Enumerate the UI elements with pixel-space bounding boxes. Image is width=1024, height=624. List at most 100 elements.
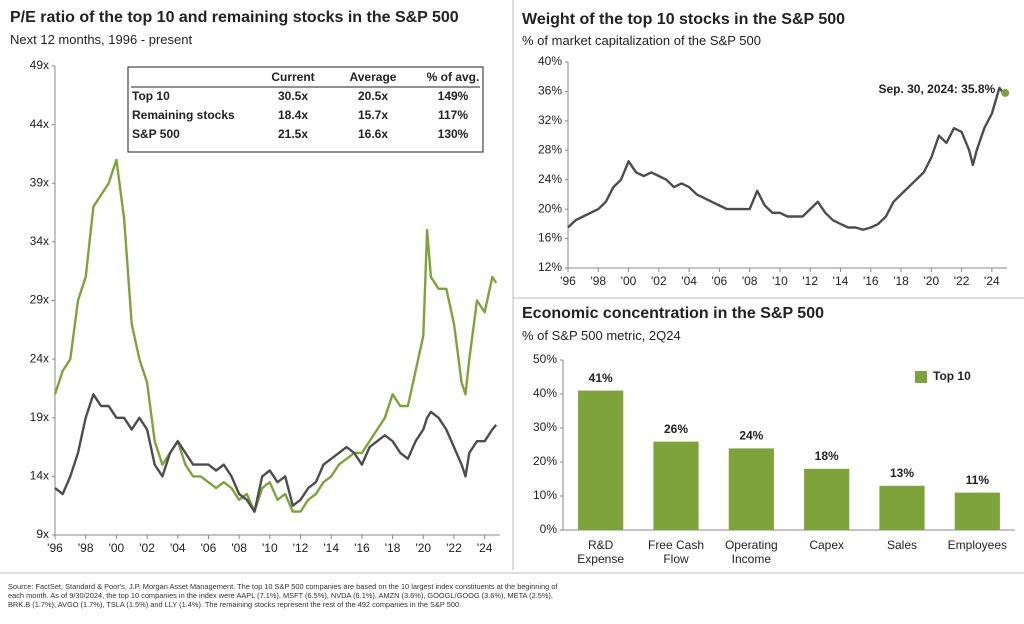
line-series — [54, 393, 498, 513]
x-tick-label: '02 — [651, 274, 667, 288]
y-tick-label: 34x — [30, 234, 49, 248]
y-tick-label: 40% — [533, 386, 557, 400]
y-tick-label: 20% — [533, 454, 557, 468]
table-cell: 30.5x — [278, 89, 308, 103]
x-tick-label: '20 — [415, 541, 431, 555]
value-label: 11% — [966, 473, 990, 487]
y-tick-label: 50% — [533, 352, 557, 366]
x-tick-label: '02 — [139, 541, 155, 555]
chart-subtitle: % of market capitalization of the S&P 50… — [522, 33, 761, 48]
chart-subtitle: Next 12 months, 1996 - present — [10, 32, 192, 47]
x-tick-label: '06 — [201, 541, 217, 555]
bar — [578, 390, 624, 530]
x-tick-label: '04 — [681, 274, 697, 288]
line-series — [567, 86, 1005, 231]
footnote: Source: FactSet, Standard & Poor's, J.P.… — [8, 582, 558, 609]
x-tick-label: '98 — [590, 274, 606, 288]
annotation: Sep. 30, 2024: 35.8% — [878, 82, 995, 96]
y-tick-label: 12% — [538, 260, 562, 274]
y-tick-label: 30% — [533, 420, 557, 434]
value-label: 24% — [739, 429, 763, 443]
table-cell: 149% — [438, 89, 469, 103]
x-tick-label: '18 — [385, 541, 401, 555]
x-tick-label: '04 — [170, 541, 186, 555]
y-tick-label: 44x — [30, 117, 49, 131]
x-tick-label: '24 — [984, 274, 1000, 288]
end-point — [1001, 88, 1010, 97]
y-tick-label: 9x — [36, 527, 49, 541]
table-cell: 21.5x — [278, 127, 308, 141]
x-tick-label: Operating Income — [724, 538, 778, 566]
legend-label: Top 10 — [933, 369, 971, 383]
y-tick-label: 39x — [30, 175, 49, 189]
y-tick-label: 36% — [538, 84, 562, 98]
y-tick-label: 20% — [538, 201, 562, 215]
table-box — [127, 66, 484, 153]
table-cell: Top 10 — [132, 89, 170, 103]
value-label: 18% — [815, 449, 839, 463]
table-header: % of avg. — [427, 70, 480, 84]
y-tick-label: 14x — [30, 469, 49, 483]
value-label: 13% — [890, 466, 914, 480]
x-tick-label: '12 — [802, 274, 818, 288]
bar — [954, 492, 1000, 530]
y-tick-label: 32% — [538, 113, 562, 127]
x-tick-label: '24 — [477, 541, 493, 555]
y-tick-label: 16% — [538, 231, 562, 245]
x-tick-label: '22 — [954, 274, 970, 288]
x-tick-label: '00 — [621, 274, 637, 288]
y-tick-label: 28% — [538, 142, 562, 156]
x-tick-label: '14 — [323, 541, 339, 555]
table-cell: 18.4x — [278, 108, 308, 122]
x-tick-label: '96 — [47, 541, 63, 555]
x-tick-label: '10 — [262, 541, 278, 555]
chart-title: P/E ratio of the top 10 and remaining st… — [10, 9, 459, 26]
legend-swatch — [915, 371, 927, 383]
y-tick-label: 40% — [538, 54, 562, 68]
x-tick-label: '22 — [446, 541, 462, 555]
table-cell: 20.5x — [358, 89, 388, 103]
x-tick-label: '16 — [863, 274, 879, 288]
x-tick-label: '12 — [293, 541, 309, 555]
chart-title: Weight of the top 10 stocks in the S&P 5… — [522, 11, 845, 28]
x-tick-label: '08 — [742, 274, 758, 288]
table-cell: 15.7x — [358, 108, 388, 122]
bar — [804, 468, 850, 530]
y-tick-label: 10% — [533, 488, 557, 502]
x-tick-label: Free Cash Flow — [647, 538, 705, 566]
x-tick-label: Employees — [947, 538, 1008, 552]
chart-title: Economic concentration in the S&P 500 — [522, 305, 824, 322]
value-label: 26% — [664, 422, 688, 436]
x-tick-label: '08 — [231, 541, 247, 555]
chart-subtitle: % of S&P 500 metric, 2Q24 — [522, 328, 681, 343]
y-tick-label: 49x — [30, 58, 49, 72]
x-tick-label: '10 — [772, 274, 788, 288]
y-tick-label: 29x — [30, 293, 49, 307]
x-tick-label: '98 — [78, 541, 94, 555]
table-cell: S&P 500 — [132, 127, 180, 141]
bar — [653, 441, 699, 530]
table-cell: 16.6x — [358, 127, 388, 141]
y-tick-label: 24% — [538, 172, 562, 186]
x-tick-label: '06 — [712, 274, 728, 288]
table-header: Current — [271, 70, 314, 84]
x-tick-label: Sales — [886, 538, 918, 552]
y-tick-label: 24x — [30, 351, 49, 365]
x-tick-label: '18 — [893, 274, 909, 288]
table-cell: Remaining stocks — [132, 108, 235, 122]
value-label: 41% — [589, 371, 613, 385]
x-tick-label: '14 — [833, 274, 849, 288]
x-tick-label: '00 — [109, 541, 125, 555]
table-cell: 117% — [438, 108, 468, 122]
x-tick-label: '20 — [923, 274, 939, 288]
x-tick-label: '16 — [354, 541, 370, 555]
table-header: Average — [350, 70, 397, 84]
bar — [728, 448, 774, 530]
x-tick-label: R&D Expense — [577, 538, 624, 566]
bar — [879, 485, 925, 530]
table-cell: 130% — [438, 127, 469, 141]
x-tick-label: Capex — [809, 538, 844, 552]
line-series — [53, 158, 498, 513]
